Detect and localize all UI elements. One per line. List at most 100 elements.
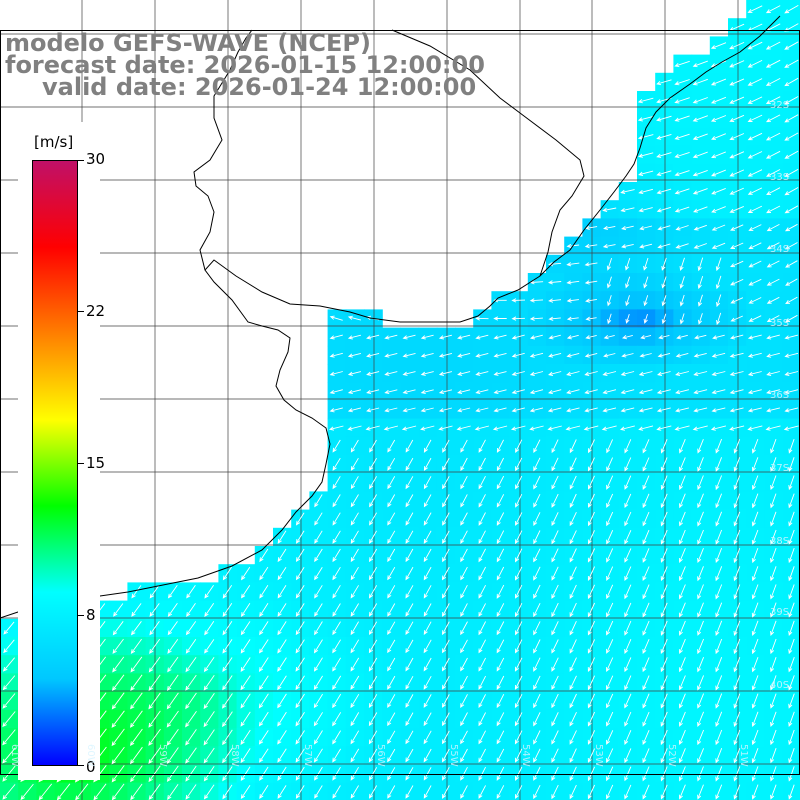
wind-vector-arrow — [222, 603, 233, 617]
wind-vector-arrow — [405, 748, 414, 763]
wind-vector-arrow — [384, 371, 398, 376]
wind-vector-arrow — [621, 225, 634, 231]
wind-vector-arrow — [584, 407, 598, 413]
wind-vector-arrow — [770, 602, 777, 618]
wind-vector-arrow — [460, 712, 468, 727]
wind-vector-arrow — [748, 297, 762, 304]
wind-vector-arrow — [332, 457, 341, 471]
wind-vector-arrow — [624, 602, 632, 618]
wind-vector-arrow — [694, 334, 707, 340]
wind-vector-arrow — [679, 257, 685, 271]
wind-vector-arrow — [770, 438, 777, 454]
wind-vector-arrow — [405, 694, 414, 708]
wind-vector-arrow — [478, 475, 486, 490]
wind-vector-arrow — [657, 371, 671, 376]
wind-vector-arrow — [401, 425, 417, 431]
wind-vector-arrow — [475, 407, 489, 413]
wind-vector-arrow — [131, 585, 142, 599]
wind-vector-arrow — [747, 114, 763, 122]
wind-vector-arrow — [747, 78, 763, 86]
wind-vector-arrow — [569, 675, 577, 691]
wind-vector-arrow — [204, 584, 214, 599]
wind-vector-arrow — [457, 352, 471, 358]
wind-vector-arrow — [766, 389, 781, 395]
wind-vector-arrow — [788, 748, 795, 764]
latitude-label: 39S — [770, 607, 790, 618]
wind-vector-arrow — [332, 639, 341, 654]
wind-vector-arrow — [606, 748, 614, 764]
wind-vector-arrow — [751, 766, 759, 782]
wind-vector-arrow — [547, 407, 562, 413]
wind-vector-arrow — [511, 389, 525, 395]
wind-vector-arrow — [638, 170, 654, 176]
wind-vector-arrow — [368, 566, 378, 581]
wind-vector-arrow — [478, 603, 486, 617]
wind-vector-arrow — [675, 389, 690, 395]
wind-vector-arrow — [185, 765, 197, 782]
wind-vector-arrow — [584, 371, 598, 376]
wind-vector-arrow — [313, 712, 323, 727]
wind-vector-arrow — [693, 224, 707, 231]
wind-vector-arrow — [384, 407, 398, 413]
wind-vector-arrow — [587, 657, 596, 673]
wind-vector-arrow — [511, 334, 525, 340]
wind-vector-arrow — [460, 584, 468, 599]
wind-vector-arrow — [606, 784, 614, 800]
wind-vector-arrow — [566, 334, 579, 340]
wind-vector-arrow — [583, 425, 599, 431]
wind-vector-arrow — [350, 621, 359, 636]
colorbar-tick-mark — [78, 311, 84, 312]
longitude-label: 60W — [85, 744, 96, 767]
wind-vector-arrow — [347, 407, 362, 413]
wind-vector-arrow — [587, 730, 596, 745]
wind-vector-arrow — [442, 785, 450, 799]
wind-vector-arrow — [678, 748, 686, 764]
longitude-label: 57W — [302, 744, 313, 767]
wind-vector-arrow — [442, 530, 450, 544]
wind-vector-arrow — [478, 748, 486, 763]
wind-vector-arrow — [313, 693, 323, 709]
wind-vector-arrow — [295, 639, 305, 654]
wind-vector-arrow — [365, 425, 380, 431]
wind-vector-arrow — [624, 639, 632, 654]
wind-vector-arrow — [350, 494, 359, 508]
wind-vector-arrow — [692, 78, 708, 86]
wind-vector-arrow — [788, 457, 795, 472]
wind-vector-arrow — [384, 334, 398, 340]
wind-vector-arrow — [788, 620, 795, 636]
wind-vector-arrow — [529, 389, 544, 395]
wind-vector-arrow — [642, 511, 650, 527]
valid-date-title: valid date: 2026-01-24 12:00:00 — [42, 73, 477, 101]
wind-vector-arrow — [729, 389, 744, 395]
wind-vector-arrow — [240, 603, 251, 617]
wind-vector-arrow — [112, 638, 124, 654]
wind-vector-arrow — [478, 530, 486, 545]
wind-vector-arrow — [496, 584, 505, 599]
wind-vector-arrow — [240, 729, 251, 745]
wind-vector-arrow — [111, 710, 125, 728]
wind-vector-arrow — [203, 747, 215, 764]
wind-vector-arrow — [642, 639, 650, 654]
wind-vector-arrow — [347, 315, 362, 321]
wind-vector-arrow — [751, 457, 759, 472]
wind-vector-arrow — [475, 371, 489, 376]
wind-vector-arrow — [533, 657, 541, 672]
wind-vector-arrow — [405, 530, 414, 544]
wind-vector-arrow — [475, 316, 489, 321]
wind-vector-arrow — [697, 493, 704, 509]
wind-vector-arrow — [715, 475, 723, 491]
wind-vector-arrow — [693, 352, 707, 358]
wind-vector-arrow — [770, 711, 777, 727]
longitude-label: 56W — [375, 744, 386, 767]
wind-vector-arrow — [621, 243, 634, 249]
wind-vector-arrow — [366, 389, 380, 395]
wind-vector-arrow — [606, 620, 614, 636]
wind-vector-arrow — [387, 639, 396, 654]
wind-vector-arrow — [603, 353, 616, 358]
wind-vector-arrow — [130, 638, 142, 654]
wind-vector-arrow — [693, 206, 708, 213]
wind-vector-arrow — [423, 639, 432, 654]
wind-vector-arrow — [277, 530, 287, 544]
wind-vector-arrow — [642, 548, 650, 563]
wind-vector-arrow — [387, 730, 396, 745]
